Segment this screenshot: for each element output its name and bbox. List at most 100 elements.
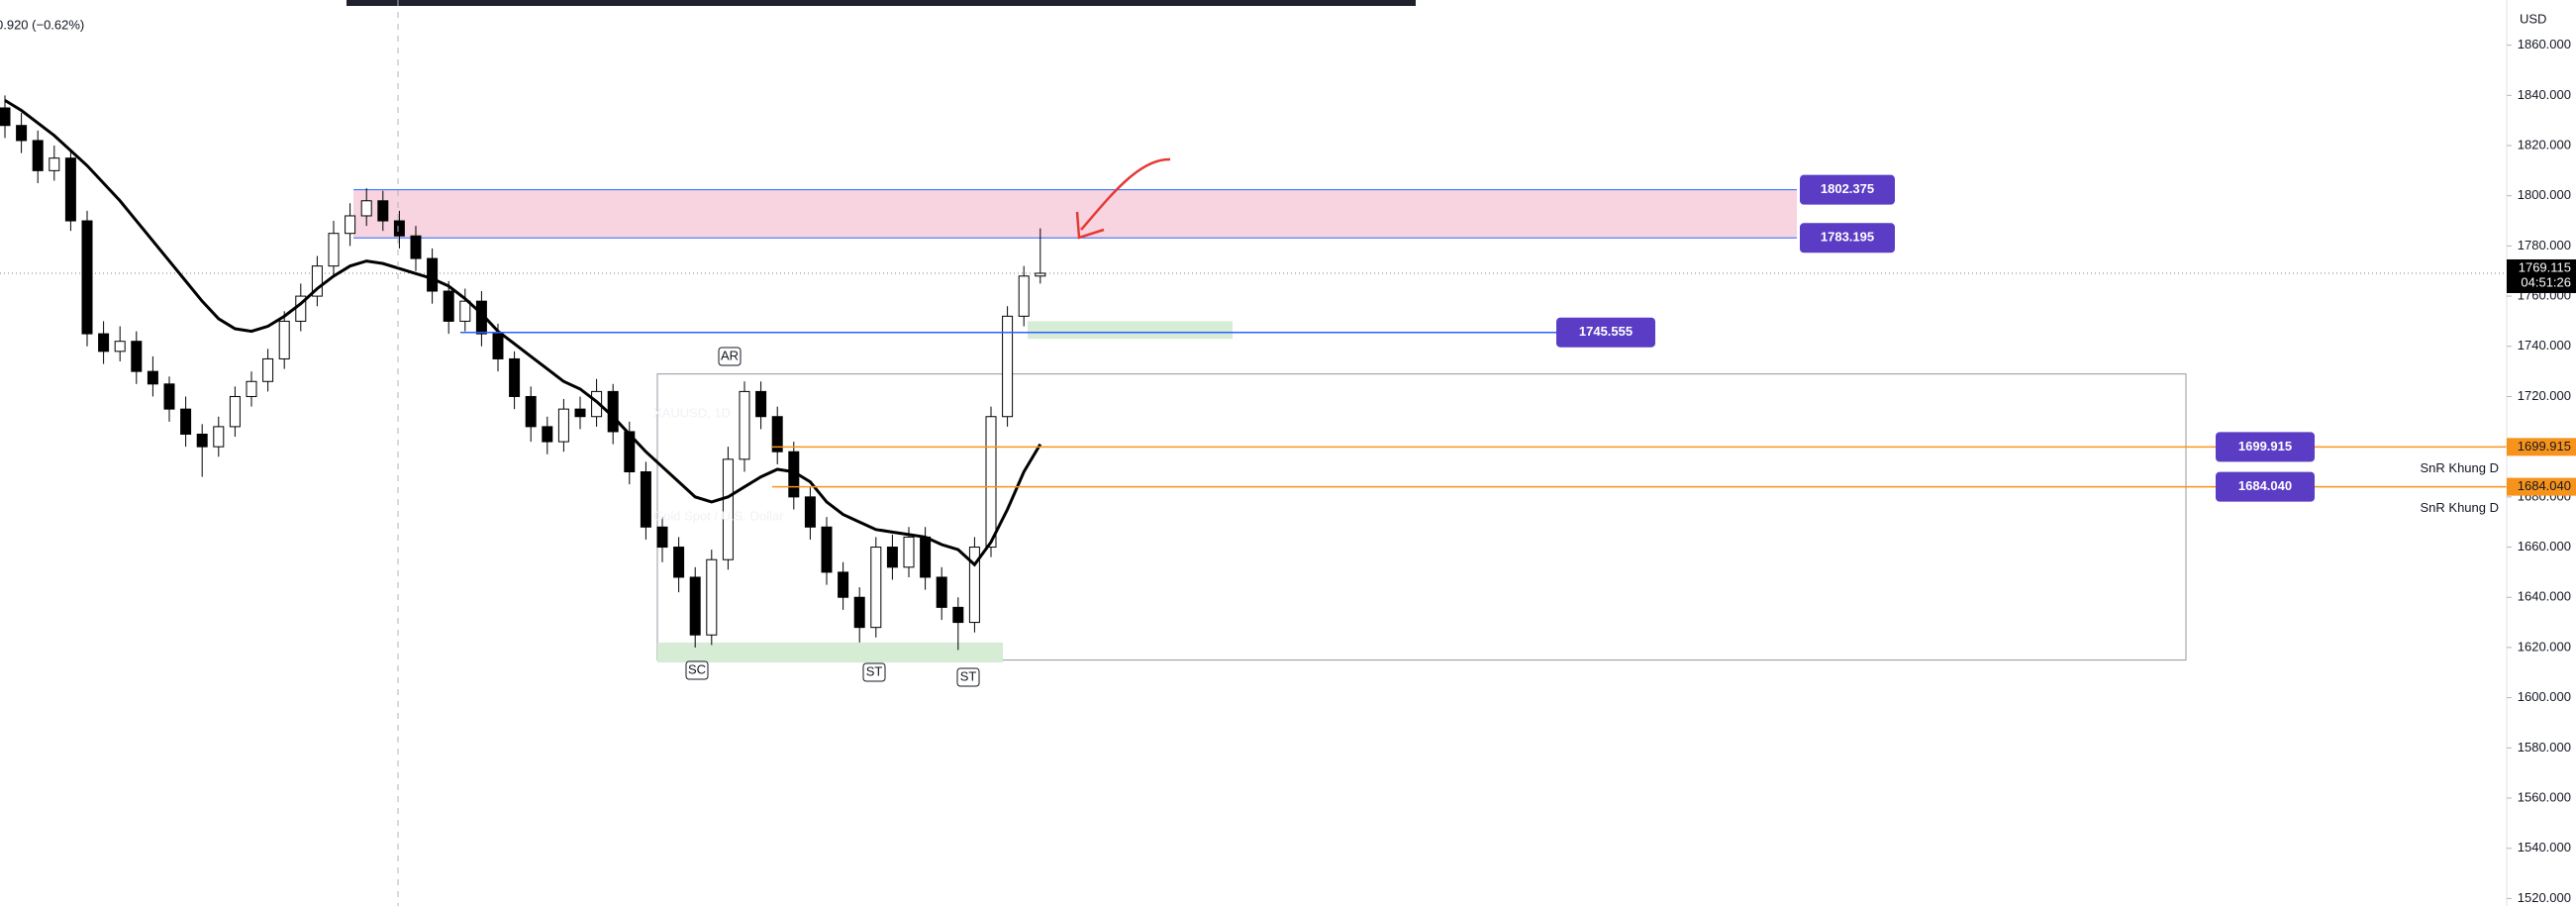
candle-body xyxy=(706,558,718,636)
candle-body xyxy=(459,300,471,322)
candle-body xyxy=(131,341,143,372)
level-label: 1745.555 xyxy=(1579,324,1633,339)
candle-body xyxy=(542,426,553,443)
candle-body xyxy=(49,157,60,171)
level-label: 1684.040 xyxy=(2238,478,2292,493)
y-tick-label: 1860.000 xyxy=(2518,37,2571,51)
candle-body xyxy=(574,408,586,418)
level-label: 1699.915 xyxy=(2238,439,2292,453)
y-tick-label: 1600.000 xyxy=(2518,689,2571,704)
candle-body xyxy=(163,383,175,410)
candle-body xyxy=(0,107,11,127)
supply-zone xyxy=(353,189,1797,239)
axis-price-box xyxy=(2507,438,2576,456)
y-tick-label: 1800.000 xyxy=(2518,187,2571,202)
candle-body xyxy=(81,220,93,335)
candle-body xyxy=(328,233,340,267)
marker-label: SC xyxy=(688,661,706,676)
y-tick-label: 1660.000 xyxy=(2518,539,2571,554)
candle-body xyxy=(246,380,257,397)
candle-body xyxy=(180,408,192,435)
candle-body xyxy=(689,576,701,636)
candle-body xyxy=(443,290,454,322)
candle-body xyxy=(393,220,405,237)
moving-average xyxy=(4,99,1042,567)
marker-box xyxy=(685,660,709,680)
candle-body xyxy=(525,395,537,428)
candle-body xyxy=(1018,275,1030,317)
zone-label-box xyxy=(1800,174,1895,205)
y-tick-label: 1820.000 xyxy=(2518,137,2571,151)
plot: 1745.555 1699.915 SnR Khung D 1684.040 SnR K… xyxy=(0,95,2507,687)
demand-zone xyxy=(657,642,1003,663)
top-bar xyxy=(347,0,1416,6)
candle-body xyxy=(213,426,225,448)
candle-body xyxy=(985,416,997,549)
candle-body xyxy=(509,357,521,397)
candle-body xyxy=(920,536,932,578)
candle-body xyxy=(98,333,110,352)
axis-price-label: 1699.915 xyxy=(2518,439,2571,453)
demand-zone xyxy=(1028,321,1233,340)
candle-body xyxy=(804,496,816,528)
y-tick-label: 1560.000 xyxy=(2518,789,2571,804)
y-tick-label: 1580.000 xyxy=(2518,740,2571,755)
candle-body xyxy=(968,547,980,624)
y-tick-label: 1780.000 xyxy=(2518,238,2571,252)
candle-body xyxy=(492,333,504,359)
y-tick-label: 1520.000 xyxy=(2518,890,2571,905)
level-note: SnR Khung D xyxy=(2421,460,2500,475)
candle-body xyxy=(16,125,28,142)
marker-label: ST xyxy=(866,663,883,678)
last-price-label: 1769.115 xyxy=(2519,259,2571,274)
range-box xyxy=(656,373,2187,661)
watermark-subtitle: Gold Spot / U.S. Dollar xyxy=(653,508,784,523)
candle-body xyxy=(427,257,439,292)
candle-body xyxy=(345,215,356,235)
candle-body xyxy=(64,157,76,222)
candle-body xyxy=(1035,272,1046,277)
candle-body xyxy=(838,571,849,598)
last-price-box xyxy=(2507,258,2576,293)
y-tick-label: 1620.000 xyxy=(2518,639,2571,654)
candle-body xyxy=(903,536,915,568)
candle-body xyxy=(853,596,865,629)
level-label-box xyxy=(1556,317,1655,348)
marker-box xyxy=(862,662,886,682)
y-tick-label: 1540.000 xyxy=(2518,840,2571,855)
level-label-box xyxy=(2216,471,2315,502)
candle-body xyxy=(771,416,783,453)
countdown: 04:51:26 xyxy=(2521,274,2571,289)
candle-body xyxy=(147,370,158,385)
axis-price-box xyxy=(2507,477,2576,496)
candle-body xyxy=(952,606,964,624)
candle-body xyxy=(755,390,767,418)
candle-body xyxy=(32,140,44,171)
y-tick-label: 1720.000 xyxy=(2518,388,2571,403)
axis-price-label: 1684.040 xyxy=(2518,478,2571,493)
zone-label: 1802.375 xyxy=(1821,181,1874,196)
y-tick-label: 1640.000 xyxy=(2518,589,2571,604)
candle-body xyxy=(640,471,651,528)
candle-body xyxy=(557,408,569,443)
y-tick-label: 1740.000 xyxy=(2518,338,2571,352)
zone-label-box xyxy=(1800,223,1895,253)
level-label-box xyxy=(2216,432,2315,462)
y-tick-label: 1840.000 xyxy=(2518,87,2571,102)
candle-body xyxy=(410,235,422,259)
candle-body xyxy=(624,431,636,473)
candle-body xyxy=(591,390,603,418)
candle-body xyxy=(377,200,389,222)
candle-body xyxy=(360,200,372,217)
zone-label: 1783.195 xyxy=(1821,230,1874,245)
candle-body xyxy=(936,576,947,608)
candle-body xyxy=(886,547,898,568)
candle-body xyxy=(278,320,290,359)
marker-box xyxy=(956,667,980,687)
candle-body xyxy=(870,547,882,629)
candle-body xyxy=(196,433,208,448)
watermark-title: XAUUSD, 1D xyxy=(653,405,731,420)
candle-body xyxy=(114,341,126,352)
